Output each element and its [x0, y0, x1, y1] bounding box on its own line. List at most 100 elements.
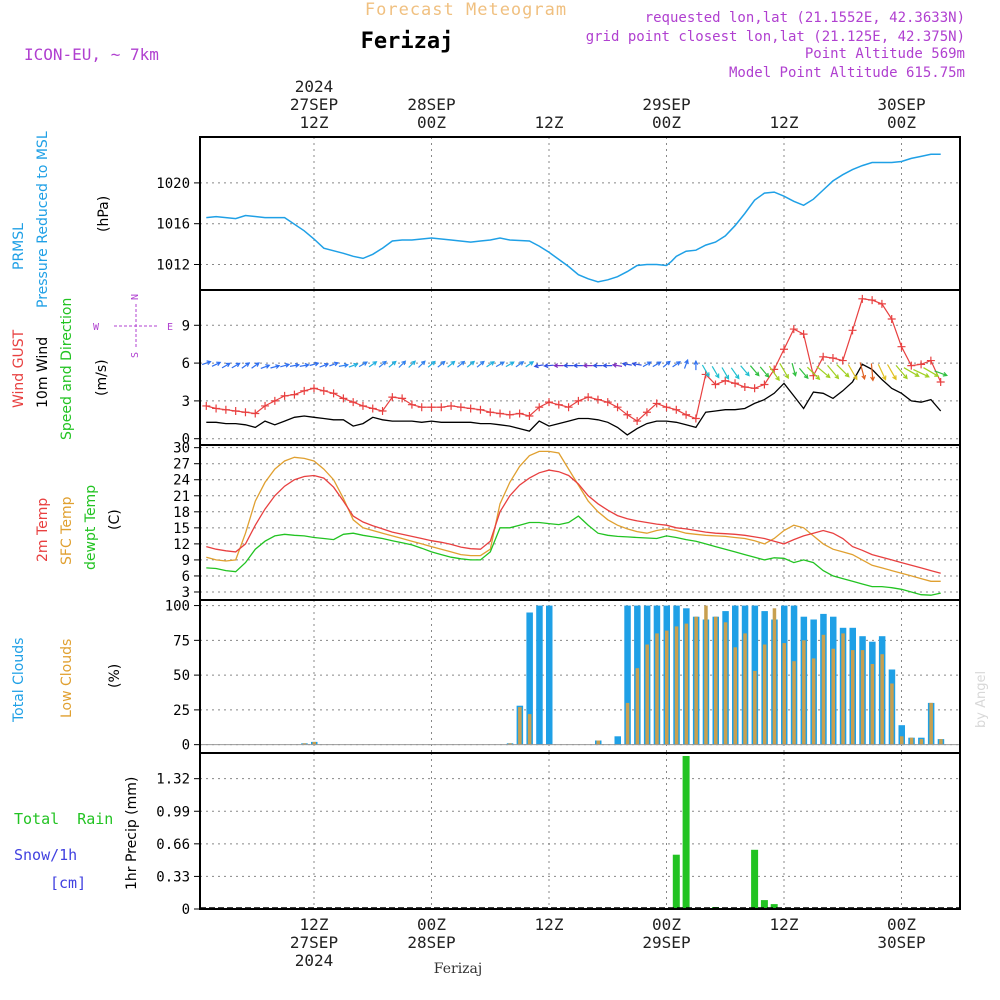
low-clouds-bar	[880, 654, 884, 745]
wind-direction-arrow	[895, 365, 908, 380]
wind-direction-arrow	[631, 361, 642, 367]
low-clouds-bar	[527, 714, 532, 745]
wind-direction-arrow	[886, 364, 897, 381]
wind-direction-arrow	[368, 361, 378, 368]
low-clouds-bar	[753, 670, 757, 745]
wind-gust-marker	[760, 380, 769, 389]
temp-ytick-label: 24	[173, 473, 190, 489]
wind-direction-arrow	[798, 367, 809, 380]
temp-ytick-label: 3	[182, 585, 190, 601]
wind-direction-arrow	[329, 361, 339, 367]
low-clouds-bar	[929, 702, 933, 745]
temp-dew-label: dewpt Temp	[83, 485, 99, 570]
wind-direction-arrow	[827, 365, 840, 380]
wind-panel: 0 3 6 9	[182, 289, 961, 448]
wind-gust-marker	[652, 399, 661, 408]
wind-ytick-label: 6	[182, 356, 190, 372]
temp-ytick-label: 15	[173, 521, 190, 537]
low-clouds-bar	[596, 740, 600, 745]
precip-unit: 1hr Precip (mm)	[124, 777, 140, 890]
wind-gust-marker	[417, 403, 426, 412]
wind-gust-marker	[329, 389, 338, 398]
temp-ytick-label: 21	[173, 489, 190, 505]
top-time-label: 12Z	[535, 113, 564, 132]
wind-direction-arrow	[759, 366, 770, 378]
wind-direction-arrow	[418, 360, 426, 368]
low-clouds-bar	[645, 644, 649, 745]
bottom-time-label: 00Z	[652, 915, 681, 934]
wind-gust-marker	[897, 342, 906, 351]
wind-frame	[199, 289, 961, 446]
low-clouds-bar	[792, 661, 796, 745]
wind-gust-marker	[427, 403, 436, 412]
wind-gust-marker	[662, 403, 671, 412]
bottom-time-label: 29SEP	[642, 933, 690, 952]
precip-ytick-label: 0.33	[156, 869, 190, 885]
wind-gust-marker	[310, 384, 318, 393]
wind-speed-line	[206, 363, 942, 436]
wind-gust-marker	[858, 294, 867, 303]
wind-gust-marker	[505, 410, 514, 419]
wind-unit: (m/s)	[94, 359, 110, 396]
clouds-ytick-label: 25	[173, 703, 190, 719]
temp-ytick-label: 27	[173, 457, 190, 473]
top-time-label: 00Z	[652, 113, 681, 132]
pressure-ytick-label: 1012	[156, 258, 190, 274]
low-clouds-bar	[782, 643, 786, 745]
wind-gust-line	[206, 298, 942, 422]
wind-direction-arrow	[791, 362, 797, 377]
wind-gust-marker	[496, 409, 505, 418]
wind-gust-label: Wind GUST	[11, 329, 27, 408]
temp-unit: (C)	[107, 509, 123, 530]
wind-gust-marker	[358, 401, 367, 410]
wind-direction-arrow	[221, 362, 231, 369]
low-clouds-bar	[694, 616, 698, 745]
wind-gust-marker	[887, 314, 896, 323]
compass-e: E	[167, 322, 173, 333]
low-clouds-bar	[851, 650, 855, 745]
top-time-label: 27SEP	[290, 95, 338, 114]
bottom-time-label: 12Z	[300, 915, 329, 934]
wind-direction-arrow	[505, 361, 515, 368]
low-clouds-bar	[909, 737, 914, 745]
precip-labels: Total Rain Snow/1h [cm] 1hr Precip (mm)	[14, 777, 140, 892]
wind-direction-arrow	[592, 363, 603, 369]
low-clouds-bar	[302, 743, 307, 745]
wind-direction-arrow	[437, 360, 446, 368]
low-clouds-bar	[802, 640, 806, 745]
bottom-time-label: 28SEP	[407, 933, 455, 952]
clouds-ytick-label: 75	[173, 633, 190, 649]
wind-direction-arrow	[533, 363, 544, 369]
precip-ytick-label: 0.66	[156, 837, 190, 853]
wind-direction-arrow	[319, 362, 330, 368]
rain-bar	[760, 900, 768, 909]
wind-ytick-label: 3	[182, 394, 190, 410]
wind-gust-marker	[868, 296, 877, 305]
low-clouds-bar	[714, 616, 718, 745]
wind-direction-arrow	[806, 366, 821, 381]
top-time-label: 12Z	[770, 113, 799, 132]
wind-direction-arrow	[408, 360, 416, 368]
wind-direction-arrow	[859, 362, 867, 381]
wind-gust-marker	[907, 361, 916, 370]
wind-gust-marker	[554, 400, 563, 409]
wind-direction-arrow	[466, 360, 476, 368]
low-clouds-bar	[733, 647, 737, 745]
low-clouds-bar	[919, 739, 924, 745]
wind-gust-marker	[584, 393, 593, 402]
low-clouds-bar	[723, 622, 728, 745]
clouds-ytick-label: 50	[173, 668, 190, 684]
low-clouds-bar	[625, 702, 630, 745]
wind-direction-arrow	[289, 362, 301, 368]
pressure-line	[206, 153, 941, 283]
wind-gust-marker	[750, 384, 759, 393]
bottom-time-label: 27SEP	[290, 933, 338, 952]
wind-direction-arrow	[672, 361, 682, 368]
bottom-time-label: 00Z	[887, 915, 916, 934]
wind-ytick-label: 9	[182, 318, 190, 334]
wind-gust-marker	[290, 390, 299, 399]
wind-direction-arrow	[231, 362, 241, 369]
